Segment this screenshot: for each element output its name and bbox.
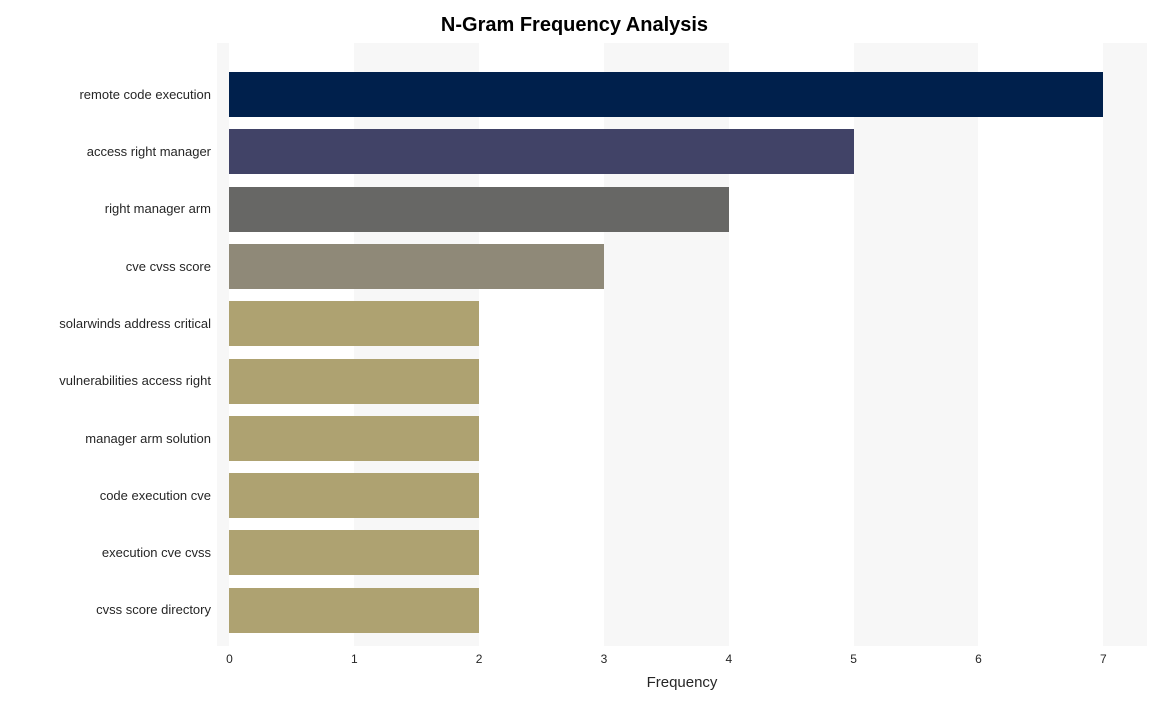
bar-fill (229, 187, 728, 232)
plot-area (217, 43, 1147, 646)
y-tick-label: execution cve cvss (8, 545, 211, 560)
bar-fill (229, 129, 853, 174)
y-tick-label: remote code execution (8, 87, 211, 102)
bar (229, 301, 479, 346)
x-tick-label: 7 (1100, 652, 1107, 666)
y-tick-label: solarwinds address critical (8, 316, 211, 331)
grid-stripe (854, 43, 979, 646)
bar (229, 72, 1103, 117)
bar (229, 473, 479, 518)
ngram-chart: N-Gram Frequency Analysis Frequency remo… (8, 8, 1141, 693)
x-tick-label: 2 (476, 652, 483, 666)
x-tick-label: 0 (226, 652, 233, 666)
bar-fill (229, 416, 479, 461)
y-tick-label: manager arm solution (8, 431, 211, 446)
x-tick-label: 3 (601, 652, 608, 666)
y-tick-label: access right manager (8, 144, 211, 159)
y-tick-label: code execution cve (8, 488, 211, 503)
bar (229, 244, 603, 289)
bar-fill (229, 530, 479, 575)
x-tick-label: 4 (725, 652, 732, 666)
x-axis-label: Frequency (647, 674, 718, 691)
bar (229, 588, 479, 633)
y-tick-label: cvss score directory (8, 602, 211, 617)
grid-stripe (217, 43, 229, 646)
bar (229, 129, 853, 174)
bar (229, 530, 479, 575)
y-tick-label: cve cvss score (8, 259, 211, 274)
bar (229, 359, 479, 404)
grid-stripe (1103, 43, 1147, 646)
bar-fill (229, 244, 603, 289)
x-tick-label: 5 (850, 652, 857, 666)
bar (229, 416, 479, 461)
bar-fill (229, 72, 1103, 117)
bar-fill (229, 473, 479, 518)
bar-fill (229, 359, 479, 404)
y-tick-label: right manager arm (8, 201, 211, 216)
bar-fill (229, 588, 479, 633)
x-tick-label: 6 (975, 652, 982, 666)
bar (229, 187, 728, 232)
bar-fill (229, 301, 479, 346)
y-tick-label: vulnerabilities access right (8, 373, 211, 388)
x-tick-label: 1 (351, 652, 358, 666)
chart-title: N-Gram Frequency Analysis (8, 8, 1141, 41)
grid-stripe (978, 43, 1103, 646)
